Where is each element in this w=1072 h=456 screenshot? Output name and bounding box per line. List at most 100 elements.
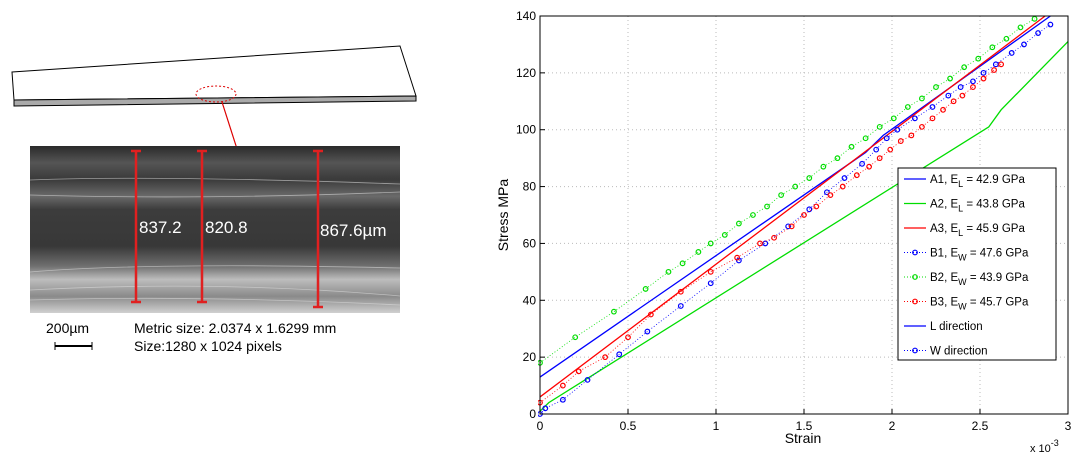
data-point [862,135,869,142]
data-point [1031,15,1038,22]
data-point [1047,21,1054,28]
legend-subscript: W [958,253,967,263]
legend-name: A1, E [930,174,958,186]
data-point [792,183,799,190]
data-point [602,354,609,361]
data-point [616,351,623,358]
legend-label: A2, EL = 43.8 GPa [930,199,1025,214]
pixel-size: Size:1280 x 1024 pixels [134,338,282,354]
data-point [970,78,976,85]
data-point [611,308,617,315]
metric-size: Metric size: 2.0374 x 1.6299 mm [134,320,336,336]
x-multiplier-exp: -3 [1051,438,1059,448]
measurement: 820.8 [205,218,248,237]
data-point [959,92,966,99]
x-tick-label: 2 [889,419,896,433]
chart: 0 0.5 1 1.5 2 2.5 3 0 20 40 60 80 100 120 140 Strain S… [495,9,1072,455]
y-tick-label: 100 [516,123,536,137]
measure-lines [131,149,323,309]
data-point [823,189,830,196]
data-point [788,223,795,230]
ticks: 0 0.5 1 1.5 2 2.5 3 0 20 40 60 80 100 120 140 [516,9,1072,433]
legend-name: A3, E [930,223,958,235]
data-point [679,260,686,267]
data-point [677,303,684,309]
data-point [991,67,997,73]
data-point [998,61,1005,68]
data-point [876,123,883,130]
data-point [559,396,566,403]
data-point [933,84,939,90]
data-point [950,98,957,105]
data-point [919,95,925,102]
data-point [873,146,880,153]
legend-suffix: = 43.8 GPa [963,199,1025,211]
measurement: 867.6µm [320,221,387,240]
legend-swatch [912,274,918,280]
legend-label: A3, EL = 45.9 GPa [930,223,1025,238]
x-tick-label: 1.5 [796,419,813,433]
y-tick-label: 0 [529,407,536,421]
data-point [897,138,904,144]
data-point [757,240,763,247]
data-point [940,106,946,113]
legend-label: B3, EW = 45.7 GPa [930,297,1029,312]
legend-suffix: = 45.9 GPa [963,223,1025,235]
data-point [820,163,827,170]
data-point [904,104,911,110]
data-point [625,334,631,341]
data-point [647,311,654,318]
legend-label: A1, EL = 42.9 GPa [930,174,1025,189]
data-point [894,126,901,133]
legend-label: W direction [930,346,988,358]
legend-swatch [912,347,918,354]
data-point [929,115,936,122]
legend-name: B2, E [930,272,958,284]
y-tick-label: 140 [516,9,536,23]
data-point [876,155,883,162]
data-point [778,192,785,199]
micrograph [30,146,400,313]
data-point [735,220,742,227]
legend-name: A2, E [930,199,958,211]
fibre-texture [29,177,401,306]
data-point [695,249,702,255]
data-point [771,234,777,241]
data-point [947,75,953,82]
x-tick-label: 3 [1065,419,1072,433]
data-point [764,203,770,210]
legend-subscript: L [958,204,963,214]
legend-subscript: L [958,228,963,238]
x-tick-label: 0.5 [620,419,637,433]
data-point [801,212,807,218]
data-point [908,132,915,139]
data-point [992,61,999,68]
legend-box [897,167,1057,361]
data-point [919,123,925,130]
data-point [989,44,996,51]
data-point [644,328,651,335]
data-point [665,268,672,275]
data-point [1003,35,1010,42]
data-point [853,172,860,179]
data-point [827,192,834,199]
data-point [1035,30,1041,36]
data-point [945,92,952,99]
legend-subscript: W [958,302,967,312]
legend-name: B3, E [930,297,958,309]
data-point [883,135,890,142]
series-line [539,15,1046,398]
data-point [559,382,566,389]
data-point [929,104,936,110]
data-point [707,240,714,247]
data-point [970,84,976,90]
legend-name: B1, E [930,248,958,260]
data-point [859,160,865,167]
data-point [1008,50,1015,56]
data-point [1021,41,1027,48]
legend-suffix: = 42.9 GPa [963,174,1025,186]
y-tick-label: 120 [516,66,536,80]
x-axis-label: Strain [785,430,822,446]
